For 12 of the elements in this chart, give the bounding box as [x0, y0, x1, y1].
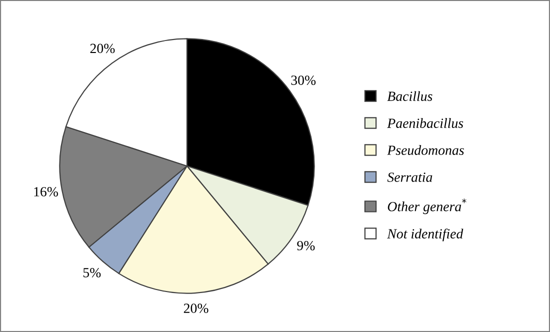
data-label: 20%: [184, 304, 208, 314]
legend-label: Pseudomonas: [387, 145, 464, 155]
data-label: 5%: [83, 268, 101, 278]
legend-label: Serratia: [387, 172, 432, 182]
data-label: 16%: [34, 187, 58, 196]
legend-label: Paenibacillus: [387, 118, 464, 128]
legend-label: Bacillus: [387, 91, 432, 101]
data-label: 20%: [90, 44, 115, 54]
legend-label: Not identified: [387, 228, 464, 242]
legend-label: Other genera$^{*}$: [388, 198, 466, 214]
data-label: 30%: [291, 76, 316, 85]
data-label: 9%: [297, 240, 315, 250]
